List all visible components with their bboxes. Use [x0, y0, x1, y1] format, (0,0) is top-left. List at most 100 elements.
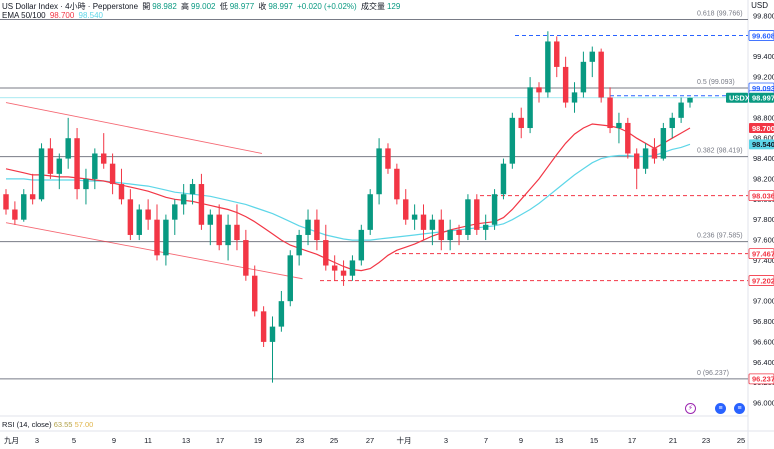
candle-body — [38, 148, 45, 200]
candle-body — [12, 209, 18, 220]
candle — [278, 290, 285, 332]
candle-body — [109, 163, 116, 185]
rsi-value-2: 57.00 — [74, 420, 94, 429]
candle — [474, 194, 480, 235]
candle — [56, 153, 63, 190]
ema50-line — [5, 123, 691, 272]
candle-body — [536, 87, 542, 93]
candle-body — [216, 214, 222, 246]
candle-body — [127, 199, 134, 235]
candle — [607, 87, 613, 134]
candle-body — [482, 224, 489, 230]
time-tick-label: 25 — [737, 436, 745, 445]
candle — [651, 138, 658, 164]
price-tick-label: 96.600 — [753, 337, 774, 346]
candle — [642, 143, 649, 174]
candle-body — [660, 128, 667, 159]
candle-body — [21, 194, 27, 220]
currency-label[interactable]: USD — [751, 1, 768, 10]
candle-body — [394, 168, 400, 200]
candle-body — [633, 153, 640, 169]
candle — [331, 255, 338, 281]
close-value: 98.997 — [268, 2, 293, 11]
high-value: 99.002 — [191, 2, 216, 11]
candle — [109, 153, 116, 195]
candle-body — [260, 311, 267, 342]
candle — [625, 117, 631, 159]
candle — [12, 201, 18, 225]
lightning-icon[interactable]: ⚡ — [685, 403, 696, 414]
price-tick-label: 96.400 — [753, 358, 774, 367]
symbol-tag-label: USDX — [729, 93, 750, 102]
candle — [616, 112, 622, 144]
us-flag-icon[interactable]: ≡ — [715, 403, 726, 414]
candle — [92, 148, 98, 190]
candle — [660, 122, 667, 161]
candle — [527, 77, 533, 134]
candle-body — [234, 224, 240, 241]
time-tick-label: 13 — [182, 436, 190, 445]
candle-body — [163, 219, 169, 256]
candle — [447, 219, 453, 251]
volume-value: 129 — [386, 2, 401, 11]
candle — [340, 260, 347, 286]
candle-body — [376, 148, 382, 195]
candle-body — [616, 122, 622, 129]
candle — [438, 209, 444, 251]
candle-body — [83, 178, 89, 190]
candle — [74, 128, 80, 200]
us-flag-icon[interactable]: ≡ — [734, 403, 745, 414]
ema-label[interactable]: EMA 50/100 — [2, 11, 46, 20]
time-tick-label: 21 — [669, 436, 677, 445]
price-tag-bg — [749, 92, 774, 103]
price-tick-label: 96.000 — [753, 399, 774, 408]
time-tick-label: 23 — [702, 436, 710, 445]
candle — [172, 199, 178, 235]
candle — [385, 143, 391, 174]
price-tag-value: 99.608 — [752, 31, 774, 40]
candle-body — [580, 61, 587, 93]
candle — [536, 82, 542, 103]
low-value: 98.977 — [229, 2, 255, 11]
candle-body — [29, 194, 36, 200]
candle-body — [411, 214, 418, 220]
time-tick-label: 5 — [72, 436, 76, 445]
candle-body — [136, 209, 142, 235]
candle — [234, 204, 240, 251]
symbol-title[interactable]: US Dollar Index · 4小時 · Pepperstone — [2, 2, 139, 11]
price-axis[interactable]: 99.80099.60099.40099.20099.00098.80098.6… — [753, 12, 774, 408]
close-label: 收 — [258, 2, 267, 11]
candle-body — [509, 117, 516, 164]
candle-body — [349, 260, 356, 276]
candle — [394, 163, 400, 205]
candle — [491, 189, 498, 230]
candle — [482, 214, 489, 241]
price-tick-label: 99.200 — [753, 73, 774, 82]
candle — [429, 214, 436, 246]
candle-body — [340, 270, 347, 276]
candle-body — [403, 199, 409, 220]
candle-body — [154, 219, 160, 256]
candle-body — [607, 97, 613, 129]
rsi-label[interactable]: RSI (14, close) — [2, 420, 52, 429]
candle-body — [296, 234, 302, 256]
candle — [518, 107, 524, 139]
open-value: 98.982 — [152, 2, 177, 11]
candle-body — [385, 148, 391, 169]
candle — [38, 143, 45, 202]
candle — [305, 209, 311, 246]
candle — [296, 229, 302, 266]
descending-channel — [5, 102, 303, 280]
candle-body — [189, 184, 196, 195]
price-tag-bg — [748, 190, 774, 202]
fib-label: 0.236 (97.585) — [697, 233, 743, 240]
time-axis[interactable]: 九月 3 5 9 11 13 17 19 23 25 27 十月 3 7 9 13 15 17 21 23 25 — [4, 435, 745, 445]
candle — [65, 117, 71, 169]
candle-body — [598, 51, 604, 98]
candle — [580, 51, 587, 98]
candle — [349, 255, 356, 281]
candle-body — [562, 66, 569, 103]
price-tag: 98.540 — [749, 139, 774, 150]
price-tick-label: 98.600 — [753, 134, 774, 143]
